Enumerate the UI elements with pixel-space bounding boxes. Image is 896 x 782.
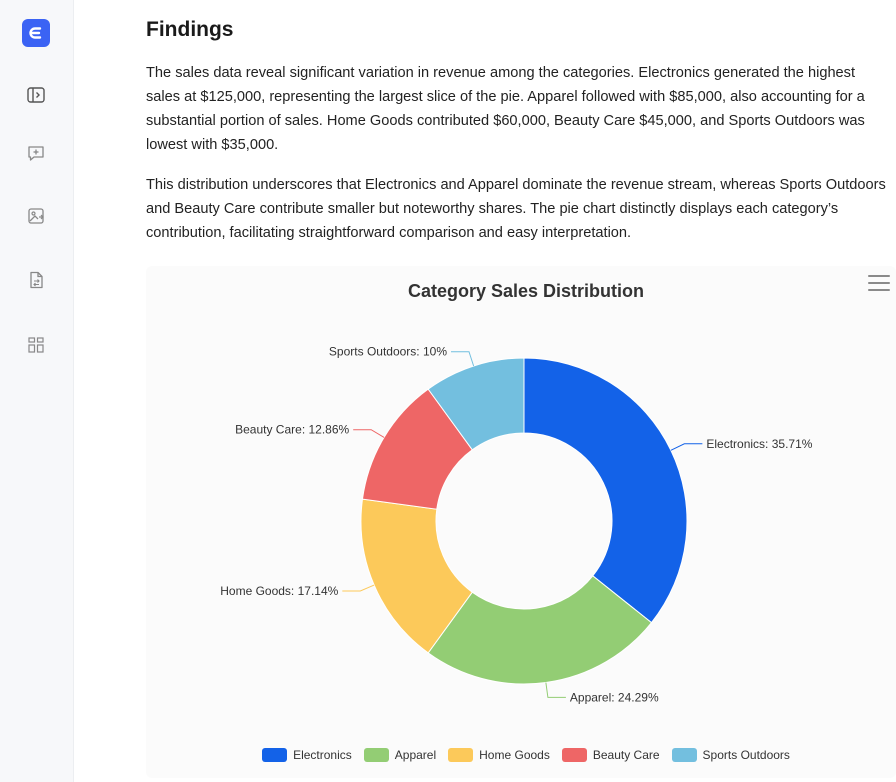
label-leader-line	[450, 351, 475, 367]
legend-label: Apparel	[394, 748, 437, 762]
file-convert-icon[interactable]	[25, 269, 47, 291]
slice-label: Apparel: 24.29%	[570, 690, 659, 704]
pie-slice-apparel[interactable]	[427, 575, 653, 685]
main-content: Findings The sales data reveal significa…	[74, 0, 896, 782]
label-leader-line	[342, 584, 375, 592]
label-leader-line	[545, 682, 566, 698]
legend-swatch	[262, 748, 288, 762]
apps-icon[interactable]	[25, 334, 47, 356]
legend-label: Home Goods	[479, 748, 550, 762]
chart-menu-icon[interactable]	[868, 275, 890, 295]
sidebar	[0, 0, 74, 782]
chart-legend: Electronics Apparel Home Goods Beauty Care S…	[146, 748, 896, 762]
label-leader-line	[670, 443, 703, 451]
pie-slice-sports-outdoors[interactable]	[427, 357, 525, 451]
legend-swatch	[363, 748, 389, 762]
slice-label: Electronics: 35.71%	[706, 437, 812, 451]
findings-paragraph-1: The sales data reveal significant variat…	[146, 65, 865, 153]
findings-paragraph-2: This distribution underscores that Elect…	[146, 177, 886, 241]
legend-item-electronics[interactable]: Electronics	[262, 748, 352, 762]
label-leader-line	[353, 429, 385, 438]
chart-card: Electronics: 35.71% Apparel: 24.29% Home G…	[146, 266, 896, 778]
image-tool-icon[interactable]	[25, 205, 47, 227]
slice-label: Beauty Care: 12.86%	[235, 423, 349, 437]
legend-swatch	[561, 748, 587, 762]
legend-label: Sports Outdoors	[702, 748, 790, 762]
e-logo-icon[interactable]	[22, 19, 50, 47]
legend-item-apparel[interactable]: Apparel	[363, 748, 437, 762]
chart-title: Category Sales Distribution	[407, 281, 645, 301]
section-heading: Findings	[146, 18, 234, 41]
pie-slice-electronics[interactable]	[523, 357, 688, 624]
new-chat-icon[interactable]	[25, 142, 47, 164]
legend-swatch	[448, 748, 474, 762]
pie-chart: Electronics: 35.71% Apparel: 24.29% Home G…	[220, 345, 813, 705]
legend-item-sports-outdoors[interactable]: Sports Outdoors	[671, 748, 790, 762]
panel-toggle-icon[interactable]	[25, 84, 47, 106]
slice-label: Home Goods: 17.14%	[220, 584, 338, 598]
legend-item-beauty-care[interactable]: Beauty Care	[561, 748, 660, 762]
legend-label: Beauty Care	[592, 748, 660, 762]
slice-label: Sports Outdoors: 10%	[329, 345, 447, 359]
legend-swatch	[671, 748, 697, 762]
legend-label: Electronics	[293, 748, 352, 762]
legend-item-home-goods[interactable]: Home Goods	[448, 748, 550, 762]
